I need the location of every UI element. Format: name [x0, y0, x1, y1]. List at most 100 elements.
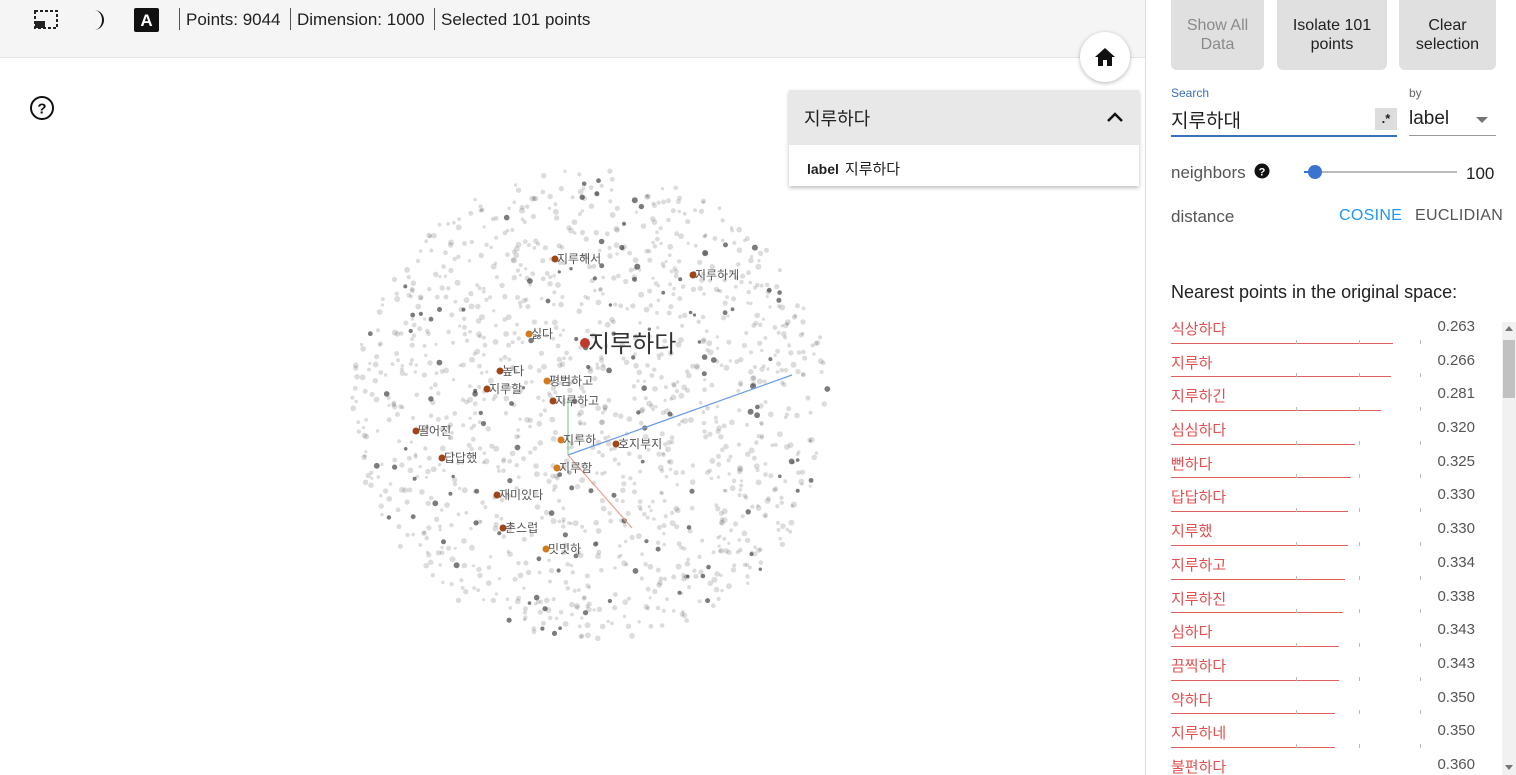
- nearest-point-item[interactable]: 끔찍하다 0.343: [1171, 649, 1475, 683]
- data-point: [415, 258, 421, 264]
- selected-point[interactable]: [493, 491, 501, 499]
- dropdown-caret-icon[interactable]: [1476, 117, 1488, 123]
- nearest-point-item[interactable]: 답답하다 0.330: [1171, 480, 1475, 514]
- neighbors-slider-track[interactable]: [1304, 171, 1457, 173]
- data-point: [504, 383, 510, 389]
- data-point: [452, 477, 458, 483]
- selected-point[interactable]: [483, 385, 491, 393]
- nearest-point-item[interactable]: 심하다 0.343: [1171, 615, 1475, 649]
- data-point: [528, 424, 532, 429]
- selected-point[interactable]: [549, 397, 557, 405]
- selected-point[interactable]: [412, 427, 420, 435]
- data-point: [690, 463, 696, 468]
- clear-selection-button[interactable]: Clear selection: [1399, 0, 1496, 70]
- nearest-point-item[interactable]: 지루하긴 0.281: [1171, 379, 1475, 413]
- selected-point[interactable]: [542, 545, 550, 553]
- selected-point[interactable]: [580, 338, 590, 348]
- selected-point[interactable]: [689, 271, 697, 279]
- cosine-option[interactable]: COSINE: [1339, 207, 1403, 224]
- nearest-point-item[interactable]: 지루하진 0.338: [1171, 582, 1475, 616]
- data-point: [755, 468, 760, 473]
- scrollbar-thumb[interactable]: [1503, 340, 1515, 398]
- nearest-point-item[interactable]: 식상하다 0.263: [1171, 312, 1475, 346]
- data-point: [502, 317, 508, 322]
- reset-view-button[interactable]: [1080, 32, 1130, 82]
- nearest-point-item[interactable]: 지루하네 0.350: [1171, 716, 1475, 750]
- data-point: [758, 250, 764, 256]
- euclidian-option[interactable]: EUCLIDIAN: [1415, 207, 1504, 224]
- chevron-up-icon[interactable]: [1106, 107, 1124, 128]
- data-point: [720, 588, 724, 593]
- help-icon[interactable]: ?: [29, 95, 55, 121]
- data-point: [666, 459, 671, 464]
- nearest-point-item[interactable]: 지루하 0.266: [1171, 346, 1475, 380]
- show-all-data-button[interactable]: Show All Data: [1171, 0, 1264, 70]
- selected-point[interactable]: [499, 524, 507, 532]
- isolate-points-button[interactable]: Isolate 101 points: [1277, 0, 1387, 70]
- search-input[interactable]: 지루하대: [1171, 111, 1241, 132]
- data-point: [759, 283, 764, 288]
- scroll-down-icon[interactable]: [1505, 765, 1513, 770]
- label-toggle-icon[interactable]: A: [133, 7, 161, 33]
- data-point: [558, 610, 564, 615]
- data-point: [448, 491, 453, 496]
- data-point: [599, 419, 605, 426]
- data-point: [482, 598, 486, 602]
- data-point: [503, 411, 509, 416]
- selected-point[interactable]: [551, 255, 559, 263]
- data-point: [562, 356, 566, 361]
- selected-point[interactable]: [553, 464, 561, 472]
- nearest-point-item[interactable]: 뻔하다 0.325: [1171, 447, 1475, 481]
- data-point: [497, 469, 501, 473]
- data-point: [736, 262, 741, 267]
- data-point: [546, 478, 552, 484]
- data-point: [594, 191, 600, 197]
- scrollbar[interactable]: [1502, 322, 1516, 775]
- data-point: [652, 588, 658, 595]
- data-point: [466, 442, 472, 448]
- selected-point[interactable]: [557, 436, 565, 444]
- night-mode-icon[interactable]: [84, 7, 112, 33]
- data-point: [512, 576, 518, 582]
- data-point: [492, 309, 496, 313]
- data-point: [392, 457, 398, 463]
- selected-point[interactable]: [525, 330, 533, 338]
- search-by-select[interactable]: label: [1409, 108, 1450, 129]
- data-point: [439, 508, 444, 512]
- data-point: [755, 282, 760, 288]
- regex-toggle-button[interactable]: .*: [1375, 108, 1397, 130]
- nearest-point-label: 약하다: [1171, 691, 1213, 709]
- data-point: [569, 485, 575, 491]
- data-point: [421, 372, 427, 378]
- nearest-point-item[interactable]: 지루하고 0.334: [1171, 548, 1475, 582]
- distance-bar: [1171, 746, 1335, 748]
- neighbors-slider-knob[interactable]: [1308, 165, 1322, 179]
- selected-point[interactable]: [496, 367, 504, 375]
- scroll-up-icon[interactable]: [1505, 326, 1513, 331]
- nearest-point-item[interactable]: 심심하다 0.320: [1171, 413, 1475, 447]
- data-point: [681, 572, 686, 578]
- data-point: [687, 585, 692, 590]
- data-point: [718, 289, 723, 294]
- point-label: 지루함: [559, 461, 592, 475]
- data-point: [770, 443, 775, 448]
- nearest-point-item[interactable]: 지루했 0.330: [1171, 514, 1475, 548]
- distance-bar: [1171, 477, 1351, 479]
- selection-box-icon[interactable]: [32, 7, 60, 33]
- data-point: [498, 577, 502, 581]
- selected-point[interactable]: [612, 440, 620, 448]
- nearest-point-item[interactable]: 약하다 0.350: [1171, 683, 1475, 717]
- data-point: [671, 381, 677, 387]
- inspector-header[interactable]: 지루하다: [789, 90, 1139, 145]
- selected-point[interactable]: [543, 377, 551, 385]
- selected-point[interactable]: [438, 454, 446, 462]
- data-point: [477, 385, 482, 389]
- nearest-point-item[interactable]: 불편하다 0.360: [1171, 750, 1475, 775]
- help-circle-icon[interactable]: ?: [1254, 163, 1270, 184]
- data-point: [619, 342, 625, 348]
- nearest-point-label: 지루하진: [1171, 590, 1227, 608]
- data-point: [722, 300, 728, 306]
- data-point: [494, 235, 499, 240]
- data-point: [755, 404, 760, 410]
